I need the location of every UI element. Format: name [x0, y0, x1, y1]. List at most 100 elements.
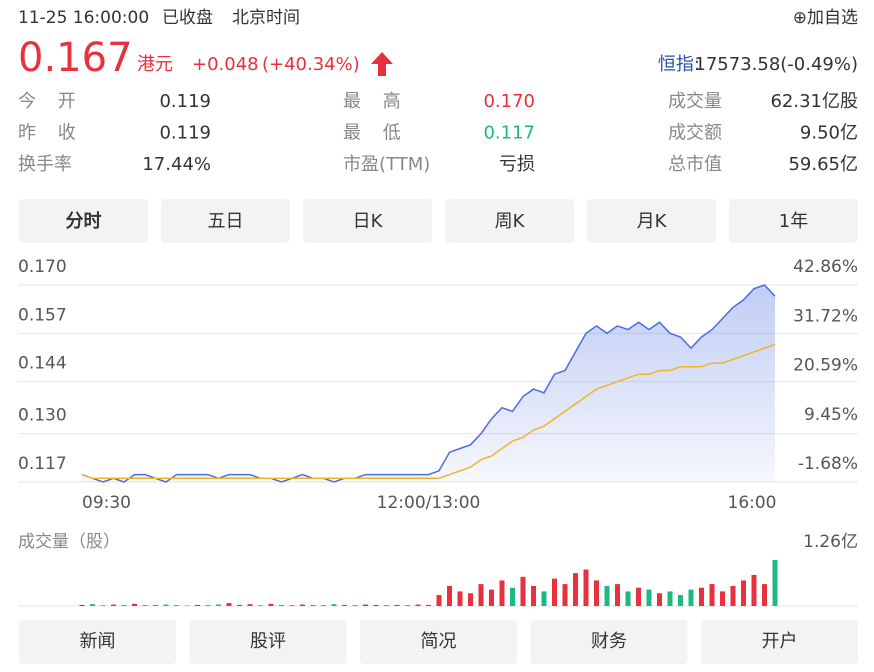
volume-bar [394, 604, 400, 606]
volume-bar [100, 605, 106, 606]
volume-bar [552, 578, 557, 606]
volume-bar [730, 585, 736, 606]
volume-bar [478, 584, 484, 606]
stat-value: 0.119 [159, 91, 211, 112]
volume-bar [625, 591, 631, 606]
tab-label[interactable]: 日K [353, 211, 384, 232]
volume-title: 成交量（股） [18, 532, 120, 552]
volume-bar [321, 605, 326, 606]
price: 0.167 [18, 35, 133, 81]
volume-bar [247, 604, 253, 606]
change-pct: (+40.34%) [262, 54, 360, 75]
volume-bar [541, 591, 547, 606]
datetime: 11-25 16:00:00 [18, 8, 149, 28]
volume-bar [237, 604, 242, 606]
volume-bar [562, 584, 568, 606]
tab-label[interactable]: 1年 [779, 211, 808, 232]
volume-bar [457, 591, 463, 606]
volume-bar [342, 604, 347, 606]
tab-label[interactable]: 周K [495, 211, 526, 232]
nav-label[interactable]: 新闻 [80, 631, 116, 652]
nav-button[interactable] [360, 620, 517, 664]
volume-bar [468, 593, 473, 606]
volume-bar [79, 604, 85, 606]
price-area [82, 285, 775, 482]
nav-label[interactable]: 简况 [421, 631, 457, 652]
nav-label[interactable]: 财务 [591, 631, 627, 652]
nav-button[interactable] [530, 620, 688, 664]
volume-bar [688, 589, 694, 606]
volume-bar [90, 604, 95, 606]
tab[interactable] [587, 199, 716, 243]
volume-bar [583, 569, 589, 606]
stat-value: 0.119 [159, 123, 211, 144]
watch-button[interactable]: ⊕加自选 [793, 8, 858, 28]
tab-label[interactable]: 五日 [208, 211, 244, 232]
average-line [81, 343, 776, 480]
nav: 新闻 股评 简况 财务 开户 [19, 620, 858, 664]
volume-bar [657, 593, 662, 606]
stat-value: 0.117 [483, 123, 535, 144]
stat-label: 最 低 [343, 123, 401, 144]
nav-button[interactable] [701, 620, 858, 664]
up-arrow [371, 52, 393, 76]
currency: 港元 [137, 54, 173, 75]
tab-label[interactable]: 分时 [66, 211, 102, 232]
volume-bar [426, 604, 431, 606]
change: +0.048 [192, 54, 259, 75]
y2-tick-label: 20.59% [793, 356, 858, 376]
index-value: 17573.58(-0.49%) [694, 54, 858, 75]
volume-bar [331, 604, 337, 606]
volume-bar [531, 585, 536, 606]
y-tick-label: 0.117 [18, 454, 67, 474]
tabs: 分时 五日 日K 周K 月K 1年 [19, 199, 858, 243]
volume-bar [310, 604, 316, 606]
nav-button[interactable] [19, 620, 176, 664]
tab[interactable] [161, 199, 290, 243]
volume-bar [258, 605, 263, 606]
stat-value: 17.44% [142, 154, 211, 175]
timezone: 北京时间 [232, 8, 300, 28]
tab-label[interactable]: 月K [637, 211, 668, 232]
volume-bar [163, 604, 169, 606]
volume-bar [279, 604, 284, 606]
volume-bar [510, 587, 515, 606]
volume-bar [405, 605, 410, 606]
volume-bar [174, 605, 179, 606]
stat-value: 0.170 [483, 91, 535, 112]
x-tick-label: 12:00/13:00 [377, 493, 481, 513]
volume-bar [751, 574, 757, 606]
tab[interactable] [19, 199, 148, 243]
status: 已收盘 [162, 8, 213, 28]
volume-bar [636, 587, 641, 606]
volume-bar [667, 591, 673, 606]
volume-bar [573, 573, 578, 606]
y2-tick-label: 42.86% [793, 257, 858, 277]
volume-bar [142, 605, 148, 606]
tab[interactable] [729, 199, 858, 243]
volume-bar [289, 605, 295, 606]
volume-bar [373, 604, 379, 606]
volume-bar [352, 605, 358, 606]
tab[interactable] [445, 199, 574, 243]
volume-bar [300, 604, 305, 606]
volume-bar [121, 604, 127, 606]
volume-bar [762, 584, 767, 606]
nav-label[interactable]: 股评 [250, 631, 286, 652]
volume-bar [205, 605, 211, 606]
volume-bar [153, 604, 158, 606]
stat-value: 62.31亿股 [770, 91, 858, 112]
nav-button[interactable] [189, 620, 347, 664]
y2-tick-label: -1.68% [798, 454, 858, 474]
nav-label[interactable]: 开户 [762, 631, 798, 652]
tab[interactable] [303, 199, 432, 243]
price-line [81, 284, 776, 483]
volume-bar [720, 591, 725, 606]
volume-bar [772, 560, 778, 606]
y2-tick-label: 31.72% [793, 306, 858, 326]
stat-label: 昨 收 [18, 123, 76, 144]
stat-label: 成交量 [668, 91, 722, 112]
